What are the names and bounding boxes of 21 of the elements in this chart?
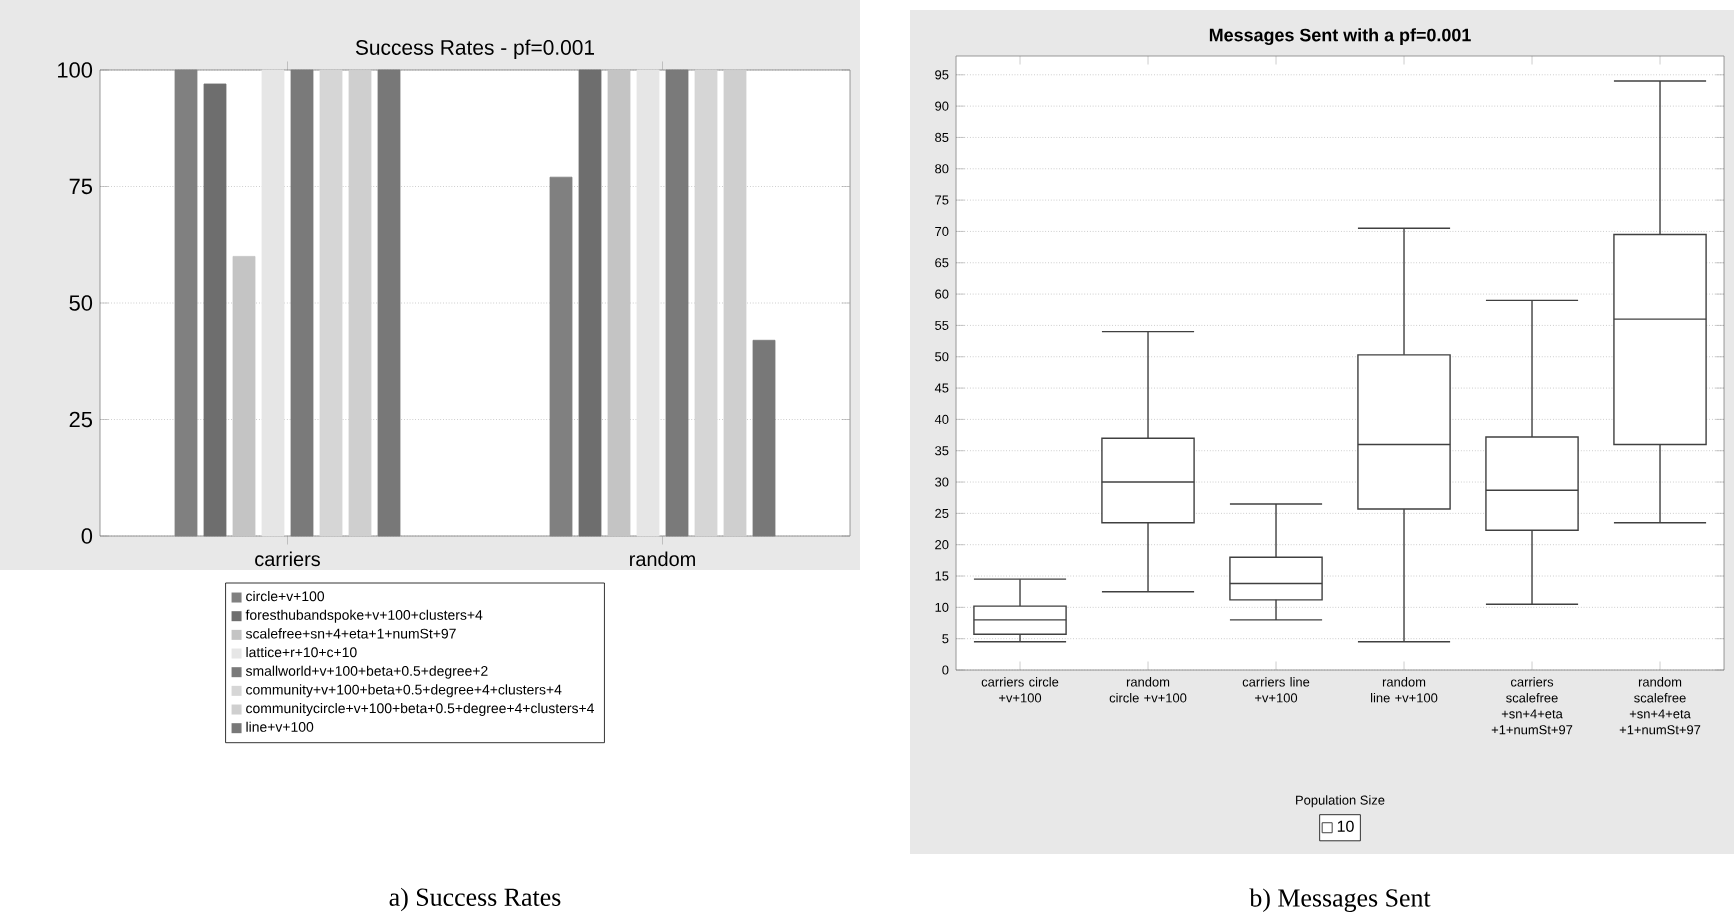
y-tick-label: 75	[69, 178, 93, 195]
bar	[578, 69, 602, 537]
bar	[694, 69, 718, 537]
bar	[319, 69, 343, 537]
y-tick-label: 100	[58, 62, 93, 78]
text: a) Success Rates	[389, 887, 561, 912]
chart-title: Success Rates - pf=0.001	[355, 39, 595, 59]
y-tick-label: 50	[69, 295, 93, 311]
bar	[232, 255, 256, 537]
bar	[261, 69, 285, 537]
y-tick-label: 25	[69, 411, 93, 428]
bar	[348, 69, 372, 537]
x-tick-label: carriers	[255, 551, 320, 567]
chart-title: Messages Sent with a pf=0.001	[1209, 28, 1471, 46]
x-tick-label: random	[630, 551, 695, 567]
text: b) Messages Sent	[1249, 888, 1431, 913]
bar	[636, 69, 660, 537]
bar	[607, 69, 631, 537]
bar	[203, 83, 227, 537]
y-tick-label: 0	[81, 528, 93, 544]
bar	[723, 69, 747, 537]
